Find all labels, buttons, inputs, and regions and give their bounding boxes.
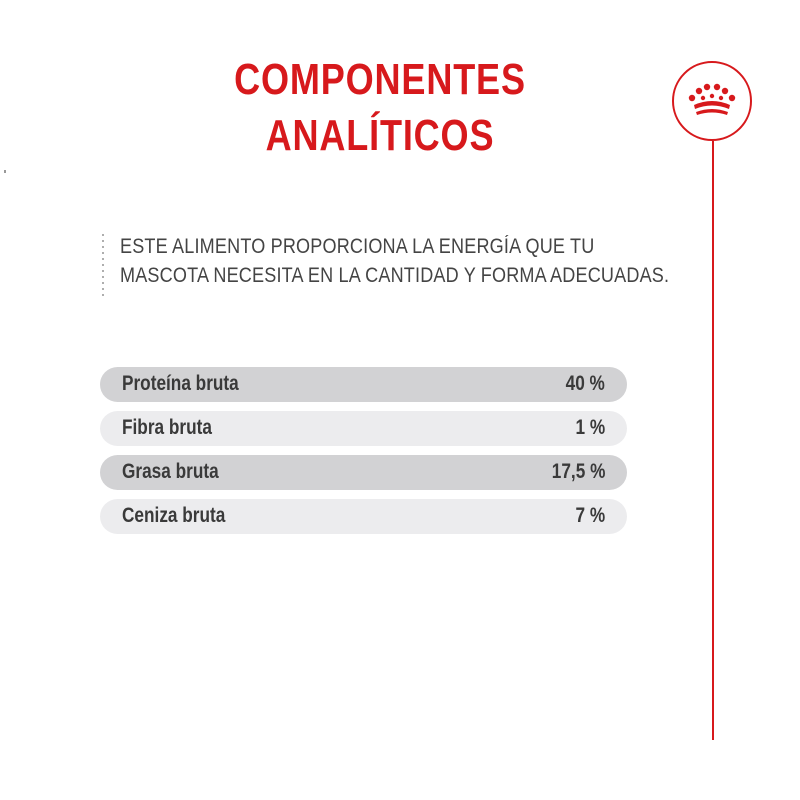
table-row-protein: Proteína bruta 40 % xyxy=(100,367,627,402)
dotted-marker xyxy=(102,232,104,296)
table-row-fiber: Fibra bruta 1 % xyxy=(100,411,627,446)
crown-icon xyxy=(688,83,736,115)
component-value: 1 % xyxy=(575,416,605,439)
title-line-1: COMPONENTES xyxy=(234,55,526,104)
component-label: Ceniza bruta xyxy=(122,504,226,527)
title-line-2: ANALÍTICOS xyxy=(265,111,495,160)
intro-line-2: MASCOTA NECESITA EN LA CANTIDAD Y FORMA … xyxy=(120,264,670,287)
component-value: 40 % xyxy=(565,372,605,395)
table-row-ash: Ceniza bruta 7 % xyxy=(100,499,627,534)
page-title: COMPONENTES ANALÍTICOS xyxy=(232,52,527,164)
vertical-divider xyxy=(712,141,714,740)
component-label: Fibra bruta xyxy=(122,416,212,439)
table-row-fat: Grasa bruta 17,5 % xyxy=(100,455,627,490)
intro-text: ESTE ALIMENTO PROPORCIONA LA ENERGÍA QUE… xyxy=(120,232,670,290)
edge-mark xyxy=(4,170,6,173)
component-label: Proteína bruta xyxy=(122,372,239,395)
brand-logo xyxy=(672,61,752,141)
component-value: 7 % xyxy=(575,504,605,527)
component-value: 17,5 % xyxy=(551,460,605,483)
intro-line-1: ESTE ALIMENTO PROPORCIONA LA ENERGÍA QUE… xyxy=(120,235,595,258)
components-table: Proteína bruta 40 % Fibra bruta 1 % Gras… xyxy=(100,367,627,543)
component-label: Grasa bruta xyxy=(122,460,219,483)
